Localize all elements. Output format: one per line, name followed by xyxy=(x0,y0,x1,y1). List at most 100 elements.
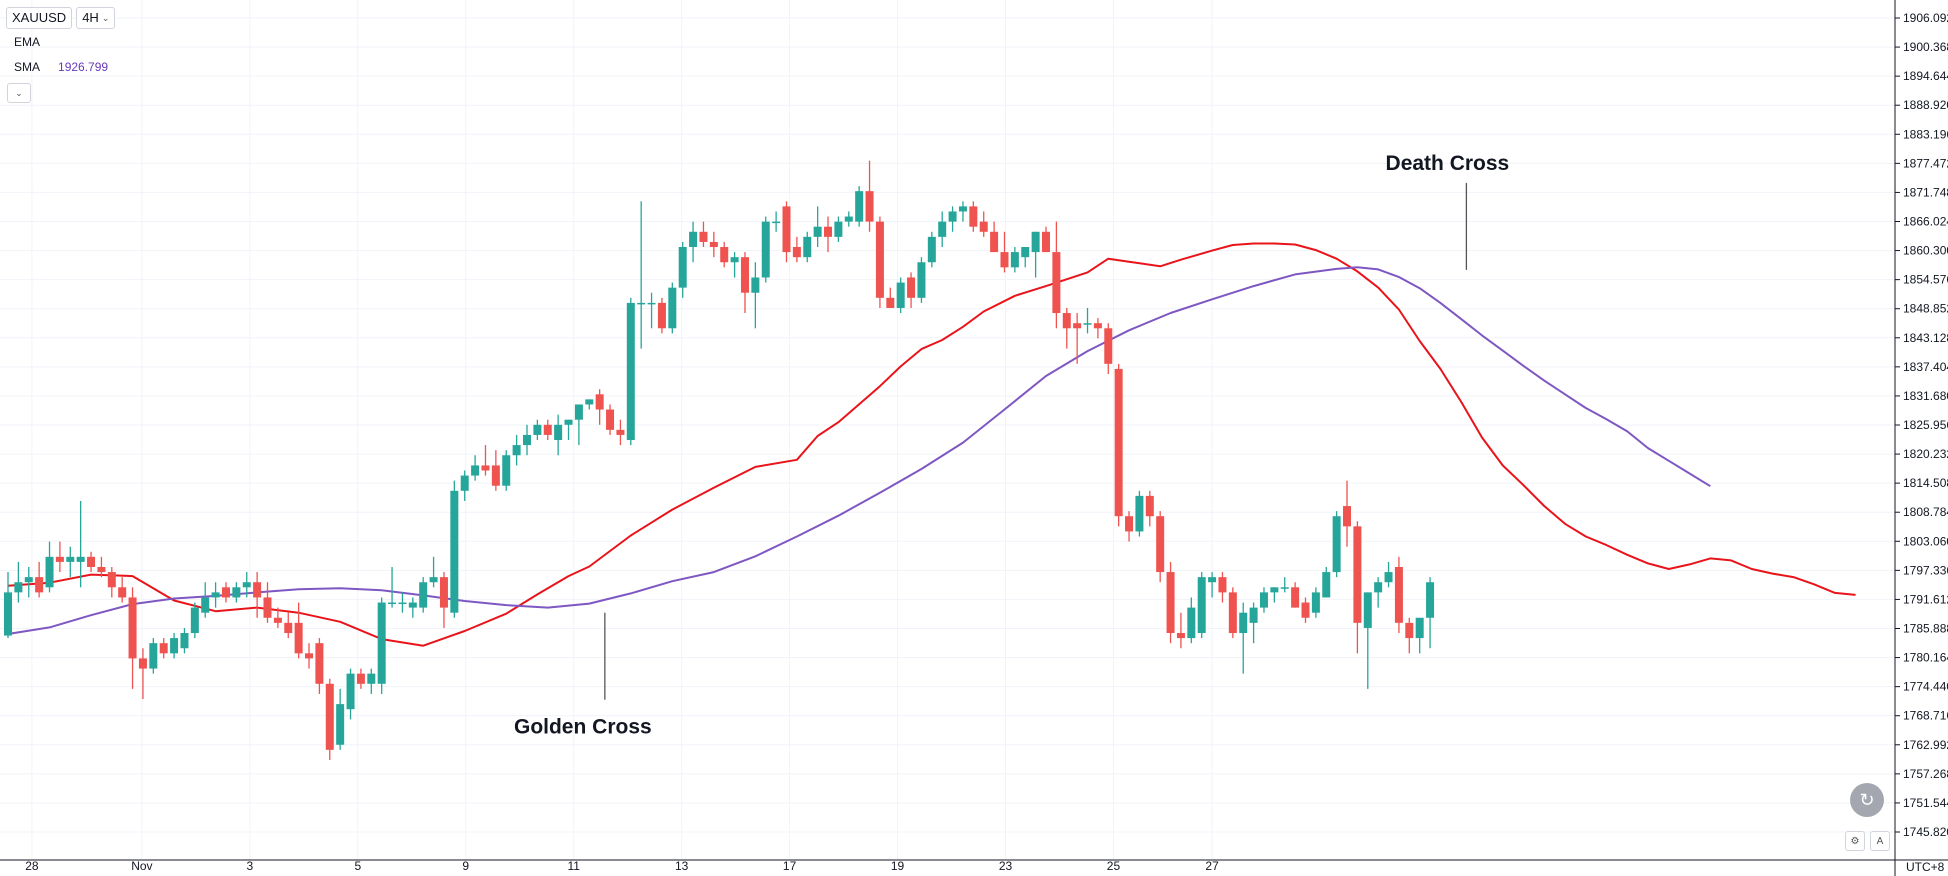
candle-up xyxy=(844,216,853,222)
candle-up xyxy=(523,434,531,446)
candle-up xyxy=(637,302,646,305)
y-axis-tick-label: 1894.644 xyxy=(1903,69,1948,83)
y-axis-tick-label: 1871.748 xyxy=(1903,185,1948,199)
candle-up xyxy=(388,602,397,605)
candle-down xyxy=(439,577,448,608)
candle-down xyxy=(481,465,490,471)
candle-down xyxy=(1042,231,1050,253)
candle-up xyxy=(242,582,251,588)
candle-up xyxy=(1426,582,1435,618)
y-axis-tick-label: 1785.888 xyxy=(1903,622,1948,636)
y-axis-tick-label: 1808.784 xyxy=(1903,505,1948,519)
candle-down xyxy=(865,191,874,222)
y-axis-tick-label: 1791.612 xyxy=(1903,592,1948,606)
candle-down xyxy=(1093,323,1102,329)
candle-up xyxy=(1021,247,1030,258)
auto-scale-button[interactable]: A xyxy=(1870,831,1890,851)
candle-down xyxy=(1073,323,1082,329)
candle-up xyxy=(730,257,739,263)
candle-down xyxy=(315,643,324,684)
candle-down xyxy=(55,556,64,562)
candle-down xyxy=(699,231,708,242)
candle-down xyxy=(1291,587,1300,608)
candle-down xyxy=(969,206,978,227)
candle-down xyxy=(97,566,106,573)
candle-down xyxy=(305,653,314,659)
candle-up xyxy=(190,607,199,634)
candle-down xyxy=(1166,572,1175,634)
death-cross-label: Death Cross xyxy=(1386,152,1510,175)
x-axis-tick-label: 27 xyxy=(1205,859,1219,873)
candle-down xyxy=(1062,313,1071,329)
candle-up xyxy=(45,556,54,588)
candle-up xyxy=(336,704,345,745)
candle-down xyxy=(1176,633,1185,639)
y-axis-tick-label: 1820.232 xyxy=(1903,447,1948,461)
scale-settings-button[interactable]: ⚙ xyxy=(1845,831,1865,851)
candle-up xyxy=(1280,587,1289,589)
candle-up xyxy=(554,424,563,441)
ema-line xyxy=(7,242,1856,647)
y-axis-tick-label: 1745.820 xyxy=(1903,825,1948,839)
candle-down xyxy=(284,622,293,634)
candle-up xyxy=(512,445,521,456)
candle-down xyxy=(907,277,916,298)
x-axis-tick-label: Nov xyxy=(131,859,152,873)
candle-down xyxy=(792,247,801,258)
candle-up xyxy=(408,602,417,608)
candle-up xyxy=(398,602,407,605)
candle-up xyxy=(180,633,189,649)
chevron-down-icon: ⌄ xyxy=(101,13,110,23)
sma-legend[interactable]: SMA 1926.799 xyxy=(14,60,108,74)
candle-down xyxy=(990,231,999,253)
candle-up xyxy=(772,221,781,224)
x-axis-tick-label: 23 xyxy=(999,859,1013,873)
symbol-button[interactable]: XAUUSD xyxy=(6,7,73,29)
candle-up xyxy=(24,577,33,583)
candle-down xyxy=(159,643,168,654)
candle-down xyxy=(782,206,791,253)
x-axis-tick-label: 3 xyxy=(247,859,254,873)
interval-button[interactable]: 4H ⌄ xyxy=(76,7,116,29)
candle-down xyxy=(595,394,604,410)
candle-up xyxy=(1384,572,1393,583)
candle-up xyxy=(1270,587,1279,593)
candle-down xyxy=(1405,622,1414,639)
candle-up xyxy=(1010,252,1019,268)
legend-collapse-button[interactable]: ⌄ xyxy=(7,83,31,103)
y-axis-tick-label: 1797.336 xyxy=(1903,563,1948,577)
candle-down xyxy=(979,221,988,232)
x-axis-tick-label: 17 xyxy=(783,859,797,873)
candle-up xyxy=(938,221,947,237)
candle-up xyxy=(917,262,926,298)
candle-down xyxy=(118,587,127,598)
y-axis-tick-label: 1843.128 xyxy=(1903,331,1948,345)
candle-down xyxy=(1343,506,1352,527)
ema-legend[interactable]: EMA xyxy=(14,35,40,49)
candle-down xyxy=(606,409,615,430)
candlestick-series xyxy=(4,160,1435,760)
candle-down xyxy=(128,597,137,659)
candle-up xyxy=(834,221,843,237)
candle-up xyxy=(1208,577,1217,583)
candle-up xyxy=(1239,612,1248,634)
candle-up xyxy=(1187,607,1196,639)
reset-chart-button[interactable]: ↻ xyxy=(1850,783,1884,817)
auto-scale-icon: A xyxy=(1876,835,1884,847)
candle-down xyxy=(616,429,625,435)
candle-up xyxy=(4,592,12,636)
candle-up xyxy=(377,602,386,684)
candle-up xyxy=(1363,592,1372,628)
candle-up xyxy=(855,191,864,222)
golden-cross-label: Golden Cross xyxy=(514,716,652,739)
candle-up xyxy=(1322,572,1331,598)
candle-down xyxy=(709,241,718,248)
candle-up xyxy=(761,221,770,278)
y-axis-tick-label: 1848.852 xyxy=(1903,302,1948,316)
candle-up xyxy=(564,419,573,425)
candle-down xyxy=(1228,592,1237,634)
sma-line xyxy=(7,266,1711,635)
candle-down xyxy=(1394,566,1403,623)
